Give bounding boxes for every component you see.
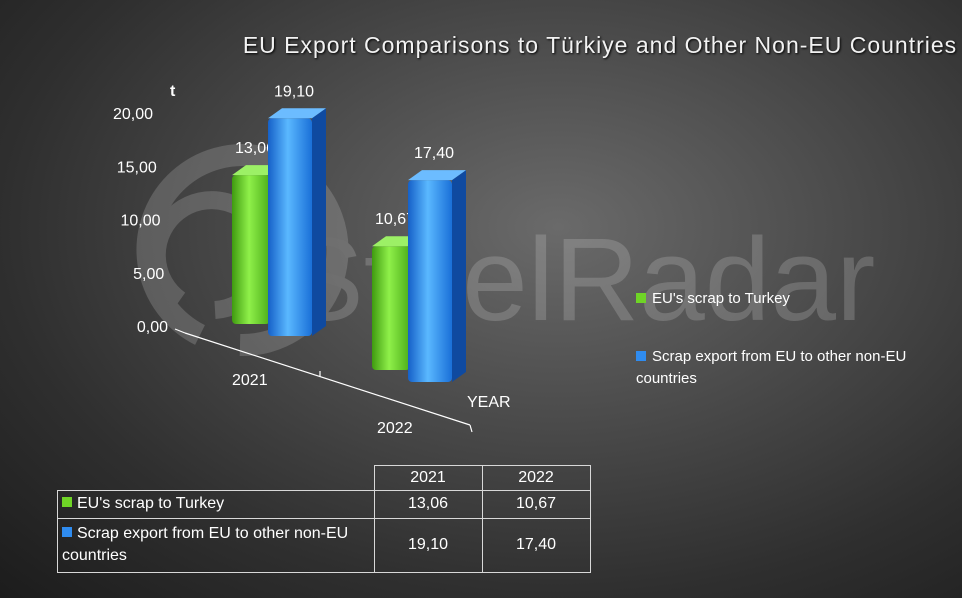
y-axis-label: t bbox=[170, 83, 176, 100]
table-cell: 17,40 bbox=[481, 517, 591, 573]
table-row-label-text: EU's scrap to Turkey bbox=[77, 495, 225, 512]
legend-swatch bbox=[636, 351, 646, 361]
table-header-cell: 2021 bbox=[373, 465, 483, 491]
y-ticks: 0,00 5,00 10,00 15,00 20,00 bbox=[113, 106, 168, 336]
y-tick-label: 20,00 bbox=[113, 106, 153, 123]
bar bbox=[372, 246, 410, 370]
table-header-cell: 2022 bbox=[481, 465, 591, 491]
y-tick-label: 5,00 bbox=[133, 266, 164, 283]
x-tick-label: 2022 bbox=[377, 420, 413, 437]
y-tick-label: 0,00 bbox=[137, 319, 168, 336]
data-label: 13,06 bbox=[235, 140, 275, 157]
bar bbox=[232, 175, 270, 324]
table-swatch bbox=[62, 527, 72, 537]
table-row: EU's scrap to Turkey 13,06 10,67 bbox=[57, 489, 591, 519]
table-swatch bbox=[62, 497, 72, 507]
legend-label: Scrap export from EU to other non-EU cou… bbox=[636, 348, 907, 387]
bar bbox=[408, 180, 452, 382]
table-row: Scrap export from EU to other non-EU cou… bbox=[57, 517, 591, 573]
bar-top bbox=[408, 170, 466, 181]
data-label: 19,10 bbox=[274, 83, 314, 100]
bar-side bbox=[452, 170, 466, 382]
table-cell: 19,10 bbox=[373, 517, 483, 573]
data-label: 17,40 bbox=[414, 145, 454, 162]
legend-label: EU's scrap to Turkey bbox=[652, 290, 790, 307]
bar bbox=[268, 118, 312, 336]
x-axis-cap bbox=[174, 328, 186, 334]
table-cell: 10,67 bbox=[481, 489, 591, 519]
bar-side bbox=[312, 108, 326, 336]
x-axis-label: YEAR bbox=[467, 394, 511, 411]
table-corner-cell bbox=[58, 466, 375, 491]
y-tick-label: 15,00 bbox=[117, 159, 157, 176]
x-axis-line bbox=[184, 332, 471, 426]
data-table: 2021 2022 EU's scrap to Turkey 13,06 10,… bbox=[57, 465, 591, 573]
legend-item-blue: Scrap export from EU to other non-EU cou… bbox=[636, 346, 951, 390]
data-label: 10,67 bbox=[375, 211, 415, 228]
bar-top bbox=[268, 108, 326, 119]
table-row-label-text: Scrap export from EU to other non-EU cou… bbox=[62, 525, 349, 564]
table-header-row: 2021 2022 bbox=[58, 465, 591, 491]
table-cell: 13,06 bbox=[373, 489, 483, 519]
table-row-label: EU's scrap to Turkey bbox=[57, 489, 375, 519]
legend-item-green: EU's scrap to Turkey bbox=[636, 288, 936, 310]
chart-title: EU Export Comparisons to Türkiye and Oth… bbox=[242, 32, 958, 58]
table-row-label: Scrap export from EU to other non-EU cou… bbox=[57, 517, 375, 573]
x-tick-label: 2021 bbox=[232, 372, 268, 389]
x-axis-end-tick bbox=[469, 424, 473, 433]
bars: 13,06 19,10 10,67 17,40 bbox=[232, 83, 466, 382]
legend-swatch bbox=[636, 293, 646, 303]
y-tick-label: 10,00 bbox=[120, 213, 160, 230]
